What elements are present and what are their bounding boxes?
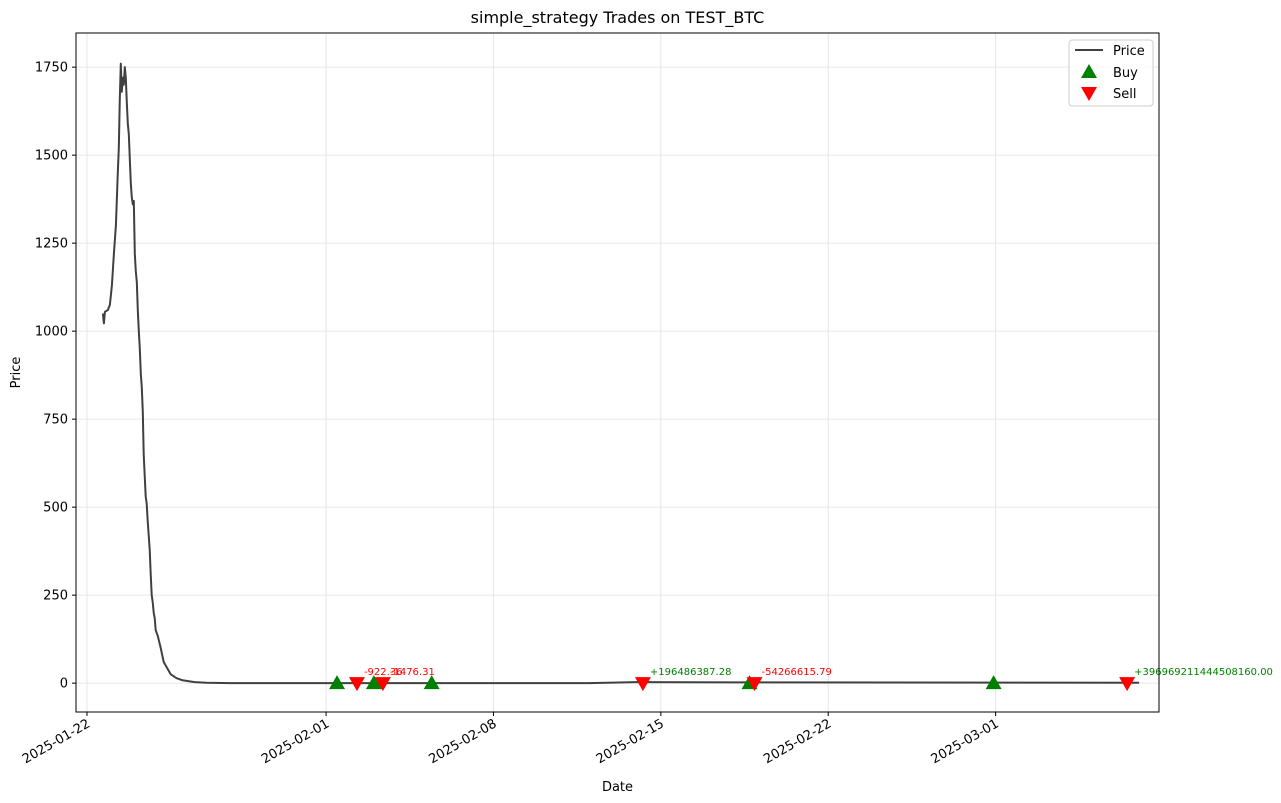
legend: Price Buy Sell bbox=[1068, 39, 1154, 107]
sell-marker bbox=[746, 677, 763, 692]
y-axis: 0 250 500 750 1000 1250 1500 1750 bbox=[35, 61, 76, 692]
trade-pnl-annotation: -54266615.79 bbox=[761, 667, 831, 678]
price-line bbox=[101, 62, 1140, 685]
buy-marker bbox=[329, 675, 346, 690]
buy-marker bbox=[423, 675, 440, 690]
trade-pnl-annotation: -922.36 bbox=[364, 667, 403, 678]
grid bbox=[76, 33, 1159, 712]
plot-area: -922.36-1476.31 +196486387.28 -54266615.79… bbox=[101, 62, 1273, 692]
y-tick-label: 250 bbox=[43, 589, 68, 604]
axes-frame bbox=[75, 32, 1160, 713]
legend-buy-swatch bbox=[1081, 64, 1097, 78]
legend-sell-label: Sell bbox=[1113, 87, 1136, 102]
legend-sell-swatch bbox=[1081, 87, 1097, 101]
sell-marker bbox=[374, 677, 391, 692]
x-axis-label: Date bbox=[602, 780, 633, 795]
buy-marker bbox=[985, 675, 1002, 690]
y-axis-label: Price bbox=[9, 357, 24, 389]
trade-pnl-annotation: +396969211444508160.00 bbox=[1134, 667, 1273, 678]
sell-marker bbox=[634, 677, 651, 692]
trade-pnl-annotation: +196486387.28 bbox=[650, 667, 732, 678]
chart-title: simple_strategy Trades on TEST_BTC bbox=[471, 8, 765, 28]
y-tick-label: 1750 bbox=[35, 61, 68, 76]
y-tick-label: 1000 bbox=[35, 325, 68, 340]
y-tick-label: 750 bbox=[43, 413, 68, 428]
y-tick-label: 500 bbox=[43, 501, 68, 516]
y-tick-label: 1250 bbox=[35, 237, 68, 252]
sell-marker bbox=[1119, 677, 1136, 692]
y-tick-label: 0 bbox=[60, 677, 68, 692]
legend-buy-label: Buy bbox=[1113, 66, 1138, 81]
sell-marker bbox=[348, 677, 365, 692]
y-tick-label: 1500 bbox=[35, 149, 68, 164]
buy-marker bbox=[365, 675, 382, 690]
legend-price-label: Price bbox=[1113, 44, 1145, 59]
trade-pnl-annotation: -1476.31 bbox=[390, 667, 435, 678]
